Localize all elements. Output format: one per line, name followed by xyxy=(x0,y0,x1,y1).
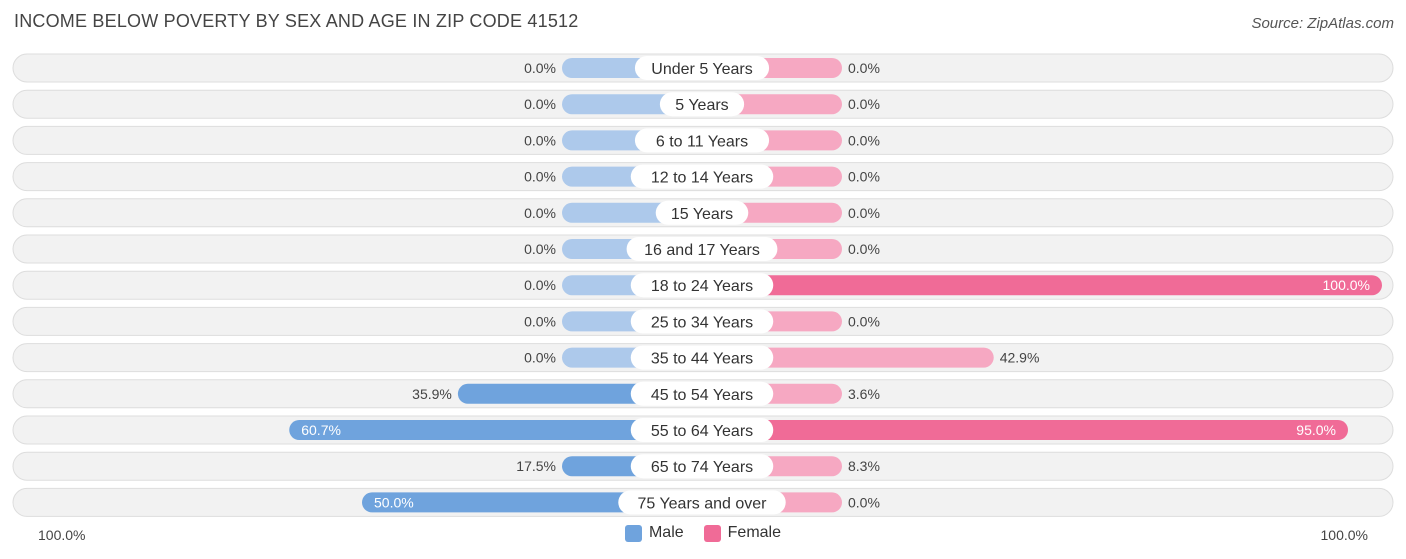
category-label: 15 Years xyxy=(671,206,733,223)
category-pill xyxy=(630,418,774,442)
female-value-label: 95.0% xyxy=(1296,422,1336,438)
category-label: 45 to 54 Years xyxy=(651,387,753,404)
legend-label-female: Female xyxy=(727,524,782,541)
legend: Male Female xyxy=(0,524,1406,542)
category-label: 25 to 34 Years xyxy=(651,314,753,331)
female-value-label: 0.0% xyxy=(848,313,880,329)
category-pill xyxy=(630,454,774,479)
category-pill xyxy=(618,490,786,515)
female-bar xyxy=(702,347,994,368)
male-value-label: 35.9% xyxy=(412,386,452,402)
male-value-label: 0.0% xyxy=(524,132,556,148)
category-label: 16 and 17 Years xyxy=(644,242,760,259)
male-value-label: 0.0% xyxy=(524,241,556,257)
category-pill xyxy=(630,273,774,298)
female-value-label: 8.3% xyxy=(848,458,880,474)
female-value-label: 0.0% xyxy=(848,132,880,148)
female-value-label: 3.6% xyxy=(848,386,880,402)
category-label: 55 to 64 Years xyxy=(651,423,753,440)
legend-item-male[interactable]: Male xyxy=(624,524,684,542)
legend-item-female[interactable]: Female xyxy=(703,524,782,542)
female-bar xyxy=(702,275,1382,296)
female-value-label: 0.0% xyxy=(848,60,880,76)
legend-swatch-female xyxy=(703,524,721,542)
category-pill xyxy=(630,345,774,370)
male-value-label: 0.0% xyxy=(524,169,556,185)
category-pill xyxy=(630,381,774,406)
category-pill xyxy=(630,309,774,334)
female-value-label: 42.9% xyxy=(1000,350,1040,366)
female-value-label: 0.0% xyxy=(848,241,880,257)
female-value-label: 0.0% xyxy=(848,494,880,510)
category-pill xyxy=(659,92,745,117)
male-value-label: 60.7% xyxy=(301,422,341,438)
male-bar xyxy=(289,420,702,440)
male-value-label: 0.0% xyxy=(524,205,556,221)
source-note: Source: ZipAtlas.com xyxy=(1251,15,1394,32)
axis-right-label: 100.0% xyxy=(1320,527,1368,543)
male-bar xyxy=(362,492,702,513)
male-value-label: 50.0% xyxy=(374,494,414,510)
category-label: Under 5 Years xyxy=(651,61,752,78)
category-pill xyxy=(630,164,774,189)
category-label: 12 to 14 Years xyxy=(651,170,753,187)
male-value-label: 0.0% xyxy=(524,277,556,293)
male-value-label: 0.0% xyxy=(524,350,556,366)
legend-swatch-male xyxy=(624,524,642,542)
male-value-label: 17.5% xyxy=(516,458,556,474)
axis-left-label: 100.0% xyxy=(38,527,86,543)
female-value-label: 100.0% xyxy=(1323,277,1370,293)
category-label: 35 to 44 Years xyxy=(651,351,753,368)
female-value-label: 0.0% xyxy=(848,205,880,221)
category-pill xyxy=(655,200,749,225)
category-pill xyxy=(634,128,770,153)
category-label: 75 Years and over xyxy=(638,495,768,512)
category-pill xyxy=(626,237,778,261)
female-value-label: 0.0% xyxy=(848,96,880,112)
male-value-label: 0.0% xyxy=(524,96,556,112)
legend-label-male: Male xyxy=(648,524,684,541)
male-value-label: 0.0% xyxy=(524,313,556,329)
category-label: 5 Years xyxy=(675,97,728,114)
male-value-label: 0.0% xyxy=(524,60,556,76)
category-label: 6 to 11 Years xyxy=(656,133,748,150)
female-value-label: 0.0% xyxy=(848,169,880,185)
category-pill xyxy=(634,56,770,80)
chart-title: INCOME BELOW POVERTY BY SEX AND AGE IN Z… xyxy=(14,11,579,31)
category-label: 65 to 74 Years xyxy=(651,459,753,476)
female-bar xyxy=(702,420,1348,440)
category-label: 18 to 24 Years xyxy=(651,278,753,295)
